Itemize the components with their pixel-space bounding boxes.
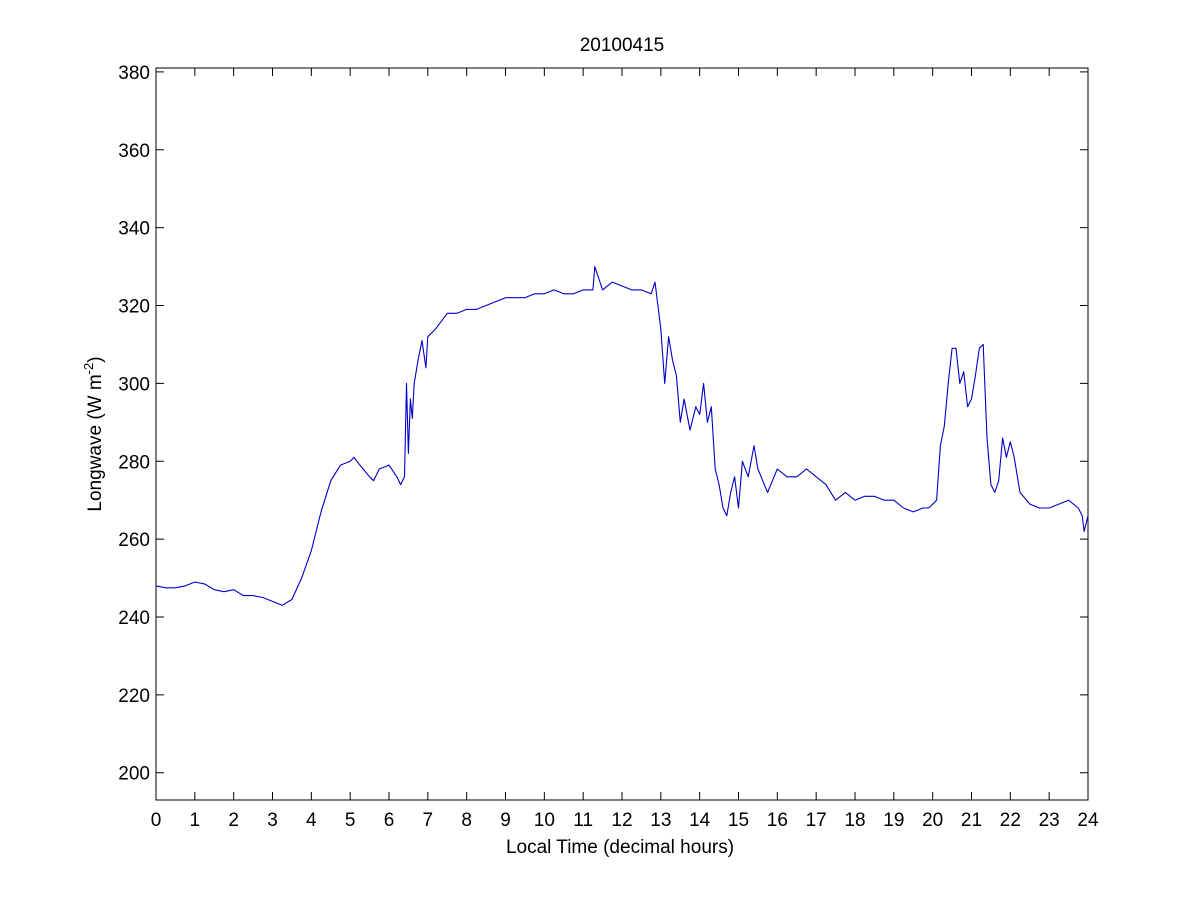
x-tick-label: 15	[728, 810, 749, 831]
x-tick-label: 23	[1039, 810, 1060, 831]
x-tick-label: 4	[306, 810, 317, 831]
y-tick-label: 200	[118, 764, 150, 785]
y-tick-label: 220	[118, 686, 150, 707]
y-tick-label: 340	[118, 219, 150, 240]
x-tick-label: 14	[689, 810, 711, 831]
x-tick-label: 0	[151, 810, 162, 831]
longwave-series-line	[155, 266, 1089, 606]
x-tick-label: 5	[345, 810, 356, 831]
y-tick-label: 240	[118, 608, 150, 629]
x-tick-label: 13	[650, 810, 671, 831]
x-tick-label: 21	[961, 810, 982, 831]
x-tick-label: 9	[500, 810, 511, 831]
y-tick-label: 360	[118, 141, 150, 162]
x-tick-label: 1	[190, 810, 201, 831]
y-tick-label: 280	[118, 452, 150, 473]
chart-title: 20100415	[580, 35, 665, 56]
y-tick-label: 300	[118, 374, 150, 395]
x-tick-label: 17	[806, 810, 827, 831]
x-tick-label: 16	[767, 810, 788, 831]
x-tick-label: 18	[844, 810, 865, 831]
x-tick-label: 3	[267, 810, 278, 831]
y-tick-label: 380	[118, 63, 150, 84]
plot-area	[155, 67, 1089, 801]
x-tick-label: 22	[1000, 810, 1021, 831]
y-axis-label-close: )	[85, 356, 106, 362]
x-tick-label: 7	[423, 810, 434, 831]
x-tick-label: 12	[611, 810, 632, 831]
y-axis-label-base: Longwave (W m	[85, 374, 106, 511]
y-tick-label: 320	[118, 297, 150, 318]
x-tick-label: 20	[922, 810, 943, 831]
x-tick-label: 11	[573, 810, 593, 831]
x-tick-label: 8	[461, 810, 472, 831]
y-axis-label: Longwave (W m-2)	[81, 356, 106, 511]
x-tick-label: 2	[228, 810, 239, 831]
x-tick-label: 24	[1077, 810, 1099, 831]
y-axis-label-exponent: -2	[81, 363, 96, 375]
y-tick-label: 260	[118, 530, 150, 551]
x-tick-label: 6	[384, 810, 395, 831]
x-axis-label: Local Time (decimal hours)	[506, 837, 734, 858]
x-tick-label: 19	[883, 810, 904, 831]
x-tick-label: 10	[534, 810, 555, 831]
x-axis-ticks: 0 1 2 3 4 5 6 7 8 9 10 11 12 13 14 15 16 17 18 19 20 21 22 23 24	[151, 68, 1099, 831]
y-axis-ticks: 200 220 240 260 280 300 320 340 360 380	[118, 63, 1088, 785]
